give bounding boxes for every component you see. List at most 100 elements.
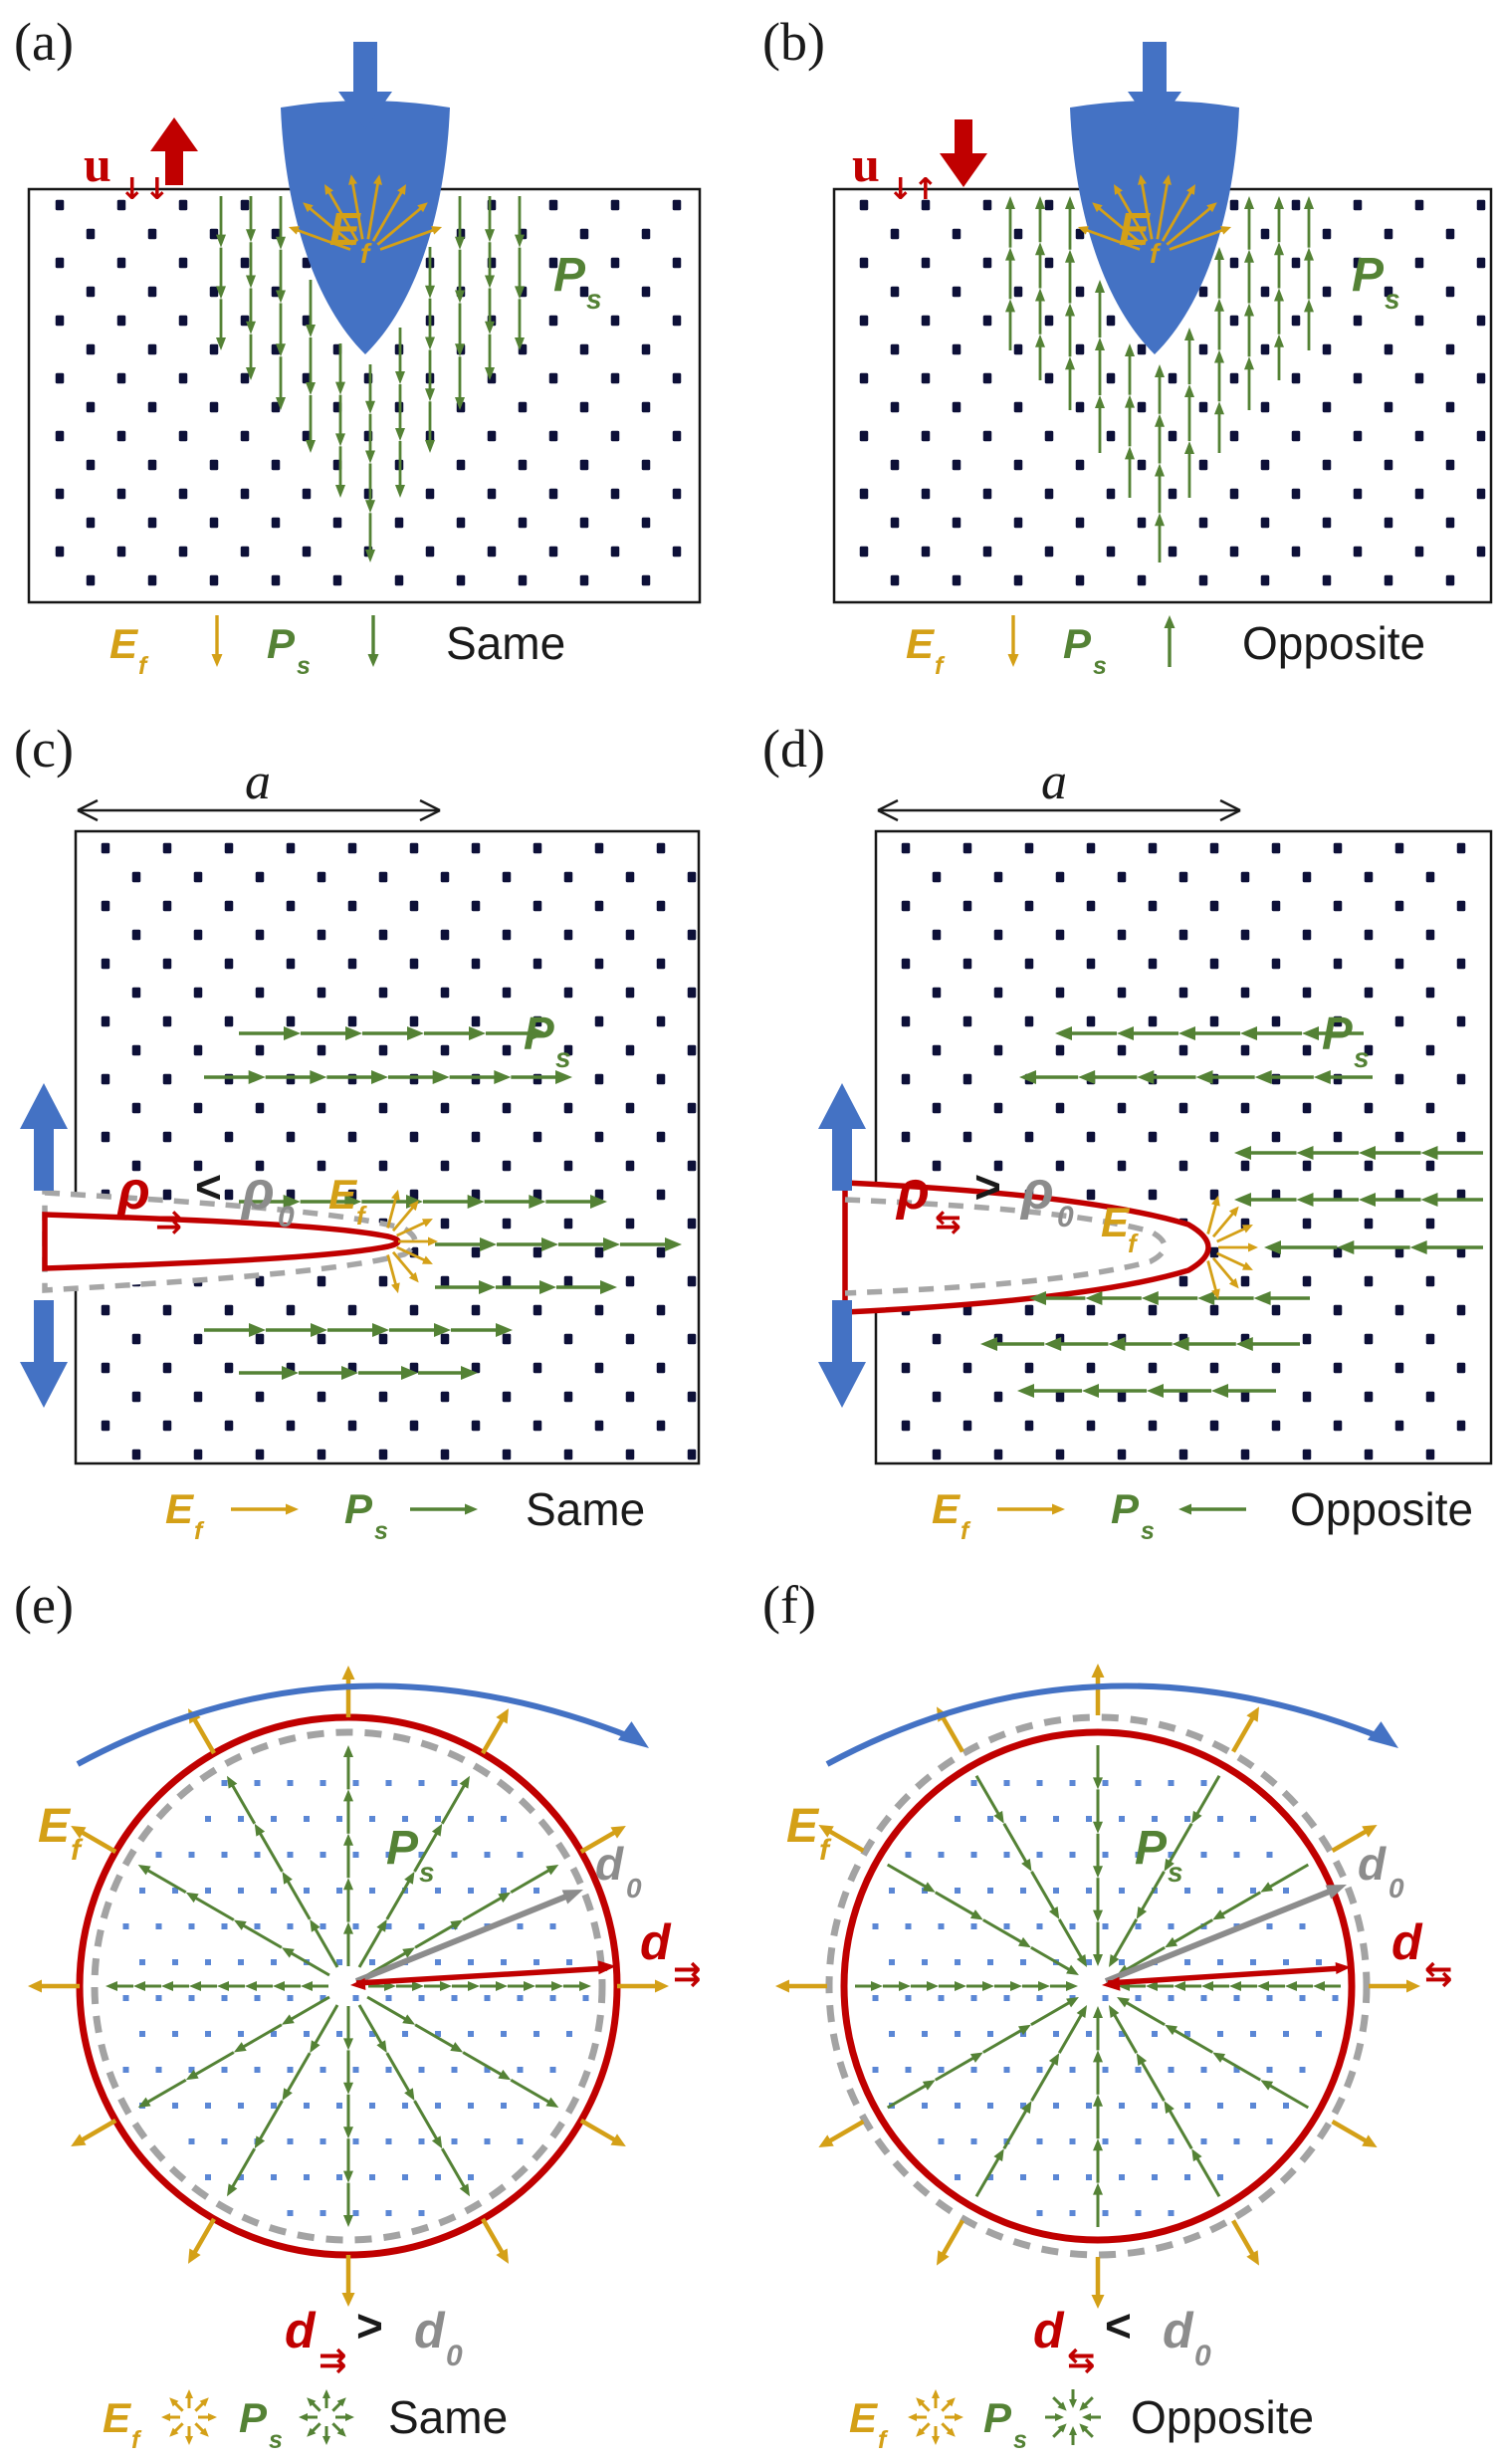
field-arrow-fan <box>386 1189 438 1294</box>
legend-relation: Opposite <box>1242 617 1425 669</box>
crack-outline-initial <box>844 1197 1168 1296</box>
crack-length-label: a <box>1041 754 1067 810</box>
legend-field-label: E <box>103 2394 132 2441</box>
polarization-spokes <box>855 1745 1341 2227</box>
legend-polarization-sub: s <box>1141 1517 1155 1545</box>
d-label-sub: ⇆ <box>1424 1954 1453 1994</box>
initial-circle <box>825 1713 1371 2259</box>
legend-polarization-sub: s <box>1093 652 1107 680</box>
relation-rhs-sub: 0 <box>1194 2340 1211 2372</box>
rotation-arrow <box>825 1682 1398 1767</box>
diameter-arrows <box>350 1890 616 1990</box>
relation-lhs-sub: ⇆ <box>1067 2341 1096 2380</box>
panel-tag: (f) <box>762 1575 816 1635</box>
radius-op: > <box>974 1161 1001 1213</box>
d0-label-sub: 0 <box>626 1873 642 1904</box>
legend-polarization-sub: s <box>297 652 311 680</box>
legend-relation: Opposite <box>1290 1483 1473 1535</box>
u-label-sub: ↓↓ <box>119 172 169 207</box>
relation-rhs-sub: 0 <box>446 2340 463 2372</box>
field-label: E <box>1101 1199 1131 1245</box>
legend-field-sub: f <box>138 652 149 680</box>
polarization-label-sub: s <box>586 284 602 315</box>
d0-label: d <box>595 1838 624 1890</box>
load-arrow-up-icon <box>818 1083 866 1191</box>
initial-circle <box>91 1728 606 2244</box>
field-label-sub: f <box>819 1834 832 1867</box>
legend-polarization-label: P <box>344 1485 373 1532</box>
relation-lhs: d <box>285 2303 317 2358</box>
field-label-sub: f <box>356 1201 367 1231</box>
legend-relation: Same <box>526 1483 645 1535</box>
polarization-arrow-columns <box>216 196 525 562</box>
radius-rhs-sub: 0 <box>278 1201 295 1233</box>
polarization-label-sub: s <box>1354 1042 1370 1073</box>
diameter-arrows <box>1102 1885 1351 1991</box>
legend-arrows <box>231 1503 478 1515</box>
legend-field-sub: f <box>935 652 946 680</box>
field-label: E <box>786 1800 820 1853</box>
contracted-circle <box>840 1728 1356 2244</box>
field-boundary-arrows <box>775 1664 1420 2309</box>
polarization-arrow-rows <box>980 1026 1483 1398</box>
legend-field-label: E <box>906 620 936 667</box>
crack-length-dimension <box>77 798 441 822</box>
legend-field-label: E <box>109 620 139 667</box>
radius-lhs: ρ <box>115 1161 150 1221</box>
field-label: E <box>1119 203 1151 255</box>
d0-label: d <box>1358 1838 1387 1890</box>
radius-rhs: ρ <box>240 1161 275 1221</box>
legend-polarization-label: P <box>1111 1485 1140 1532</box>
legend-field-label: E <box>932 1485 962 1532</box>
relation-lhs-sub: ⇉ <box>319 2341 347 2380</box>
radius-lhs: ρ <box>895 1161 930 1221</box>
panel-tag: (e) <box>14 1575 74 1635</box>
field-label: E <box>328 1171 358 1218</box>
legend-polarization-label: P <box>239 2394 268 2441</box>
indenter <box>281 101 450 354</box>
radius-op: < <box>195 1161 222 1213</box>
legend-polarization-label: P <box>267 620 296 667</box>
rotation-arrow <box>76 1682 649 1767</box>
polarization-label-sub: s <box>419 1857 435 1888</box>
polarization-label: P <box>1322 1008 1353 1059</box>
d-label-sub: ⇉ <box>673 1954 702 1994</box>
u-label-sub: ↓↑ <box>888 172 938 207</box>
polarization-label: P <box>524 1008 554 1059</box>
field-label: E <box>329 203 361 255</box>
field-label: E <box>38 1800 72 1853</box>
d-label: d <box>640 1914 672 1970</box>
legend-relation: Opposite <box>1131 2391 1314 2443</box>
field-arrow-fan <box>1077 174 1232 251</box>
lattice-dots <box>122 1780 589 2216</box>
panel-d: (d) a ρ ⇆ > ρ 0 E f P s E f P s Opposite <box>762 719 1493 1545</box>
polarization-arrow-columns <box>1005 196 1314 562</box>
field-label-sub: f <box>71 1834 84 1867</box>
d-label: d <box>1391 1914 1423 1970</box>
legend-bursts <box>161 2389 354 2445</box>
polarization-label: P <box>1352 249 1385 302</box>
field-boundary-arrows <box>28 1666 669 2307</box>
polarization-arrow-rows <box>204 1026 682 1380</box>
load-arrow-down-icon <box>1128 42 1181 129</box>
panel-tag: (b) <box>762 12 825 72</box>
load-arrow-down-icon <box>338 42 392 129</box>
crack-outline-blunted <box>842 1180 1211 1315</box>
crack-outline-sharpened <box>42 1212 401 1271</box>
panel-tag: (d) <box>762 719 825 779</box>
legend-arrows <box>997 1503 1246 1515</box>
crack-length-label: a <box>245 754 271 810</box>
legend-polarization-label: P <box>1063 620 1092 667</box>
radius-rhs-sub: 0 <box>1057 1201 1074 1233</box>
panel-tag: (a) <box>14 12 74 72</box>
relation-rhs: d <box>1163 2303 1194 2358</box>
field-arrow-fan <box>1206 1195 1258 1300</box>
relation-lhs: d <box>1033 2303 1065 2358</box>
displacement-arrow-down-icon <box>940 119 987 187</box>
crack-length-dimension <box>877 798 1241 822</box>
legend-bursts <box>908 2389 1101 2445</box>
u-label: u <box>852 136 880 192</box>
legend-field-sub: f <box>961 1517 971 1545</box>
legend-polarization-sub: s <box>374 1517 388 1545</box>
